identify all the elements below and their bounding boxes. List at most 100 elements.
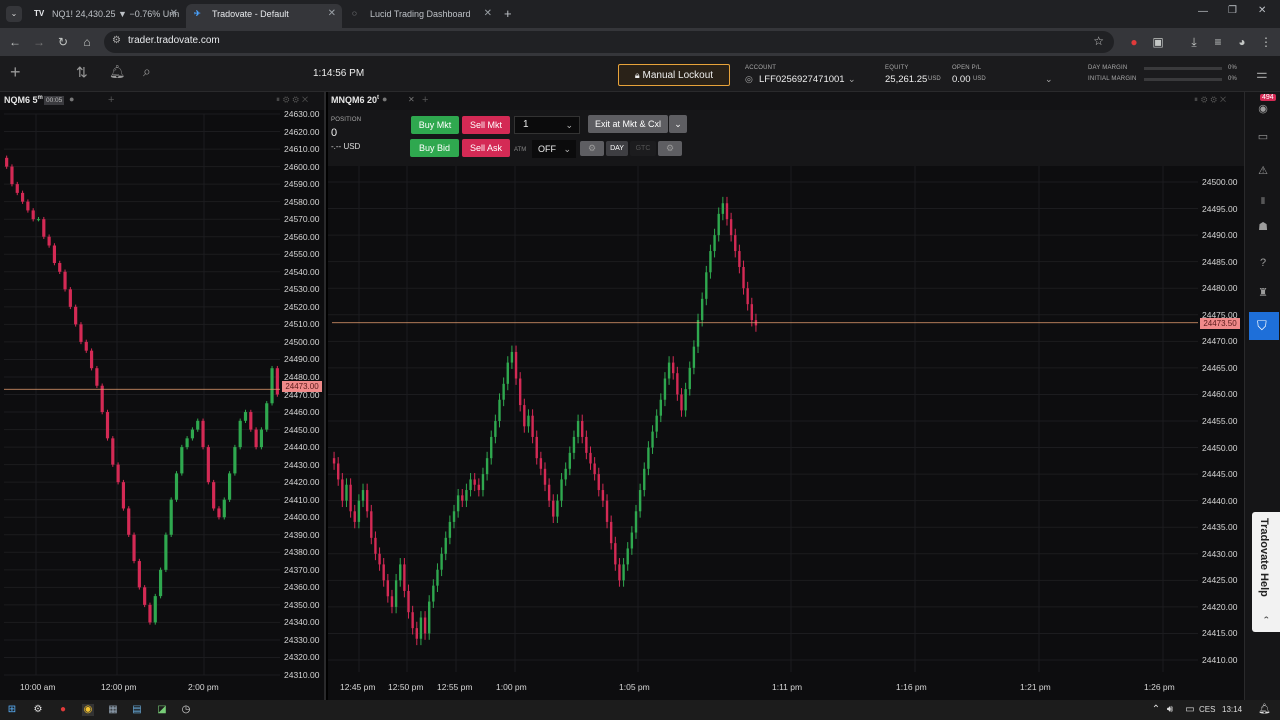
new-tab-button[interactable]: + xyxy=(504,6,512,21)
browser-tab-tradovate[interactable]: ✈ Tradovate - Default ✕ xyxy=(186,4,342,28)
site-info-icon[interactable]: ⚙ xyxy=(112,35,121,46)
forward-icon[interactable]: → xyxy=(33,35,45,49)
volume-icon[interactable]: 🔊︎ xyxy=(1166,704,1174,715)
chrome-icon[interactable]: ◉ xyxy=(82,704,94,716)
notification-bell-icon[interactable]: 🔔︎ xyxy=(1258,704,1271,715)
search-icon[interactable]: ⌕ xyxy=(143,63,151,79)
right-candlestick-chart[interactable] xyxy=(328,92,1244,700)
browser-tab-lucid[interactable]: ◌ Lucid Trading Dashboard ✕ xyxy=(344,4,498,28)
home-icon[interactable]: ⌂ xyxy=(83,35,91,49)
close-window-button[interactable]: ✕ xyxy=(1258,5,1267,16)
chevron-up-icon[interactable]: ⌃ xyxy=(1151,704,1161,715)
left-y-tick-17: 24460.00 xyxy=(284,407,320,418)
chevron-down-icon[interactable]: ⌄ xyxy=(565,120,573,130)
candle-body xyxy=(15,184,19,193)
back-icon[interactable]: ← xyxy=(9,35,21,49)
minimize-window-button[interactable]: — xyxy=(1198,6,1208,17)
taskbar-clock[interactable]: 13:14 xyxy=(1222,705,1243,714)
candle-body xyxy=(581,421,584,437)
left-y-tick-5: 24580.00 xyxy=(284,196,320,207)
bookmark-star-icon[interactable]: ☆ xyxy=(1093,34,1104,48)
candle-body xyxy=(68,289,72,307)
tif-day-toggle[interactable]: DAY xyxy=(606,141,628,156)
atm-settings-button[interactable]: ⚙ xyxy=(580,141,604,156)
add-tab-icon[interactable]: + xyxy=(108,94,115,106)
tab-label: Lucid Trading Dashboard xyxy=(370,9,471,19)
buy-bid-button[interactable]: Buy Bid xyxy=(410,139,459,157)
trophy-icon[interactable]: ♜ xyxy=(1258,287,1268,299)
restore-window-button[interactable]: ❐ xyxy=(1228,5,1237,16)
record-icon[interactable]: ● xyxy=(59,704,67,715)
order-settings-button[interactable]: ⚙ xyxy=(658,141,682,156)
candle-body xyxy=(249,412,253,430)
transfer-arrows-icon[interactable]: ⇅ xyxy=(76,64,88,80)
network-icon[interactable]: ▭ xyxy=(1185,704,1195,715)
left-candlestick-chart[interactable] xyxy=(0,92,326,700)
exit-at-market-cancel-button[interactable]: Exit at Mkt & Cxl xyxy=(588,115,668,133)
atm-strategy-select[interactable]: OFF ⌄ xyxy=(532,140,576,158)
candle-body xyxy=(568,452,572,469)
pane-controls-icon[interactable]: ⏸⚙⚙✕ xyxy=(276,95,312,104)
shield-button[interactable]: ⛉ xyxy=(1249,312,1279,340)
chevron-left-icon[interactable]: ‹ xyxy=(1262,616,1272,619)
pane-controls-icon[interactable]: ⏸⚙⚙✕ xyxy=(1194,95,1230,104)
chevron-down-icon[interactable]: ⌄ xyxy=(563,144,571,154)
candle-body xyxy=(589,452,592,464)
reload-icon[interactable]: ↻ xyxy=(57,35,69,49)
close-icon[interactable]: ✕ xyxy=(483,8,492,19)
candle-body xyxy=(750,304,753,321)
download-icon[interactable]: ⤓ xyxy=(1191,35,1197,49)
url-field[interactable]: ⚙ trader.tradovate.com ☆ xyxy=(104,31,1114,53)
left-chart-symbol[interactable]: NQM6 5m xyxy=(4,95,43,105)
candle-body xyxy=(89,350,94,369)
app-icon[interactable]: ▦ xyxy=(108,704,118,715)
initial-margin-bar xyxy=(1144,78,1222,81)
clock-app-icon[interactable]: ◷ xyxy=(181,704,191,715)
candle-body xyxy=(10,166,14,185)
help-icon[interactable]: ? xyxy=(1259,257,1267,269)
close-tab-icon[interactable]: ✕ xyxy=(408,95,415,104)
candle-body xyxy=(100,385,104,413)
sell-market-button[interactable]: Sell Mkt xyxy=(462,116,510,134)
warning-icon[interactable]: ⚠ xyxy=(1258,165,1268,177)
quantity-input[interactable]: 1 ⌄ xyxy=(514,116,580,134)
buy-market-button[interactable]: Buy Mkt xyxy=(411,116,459,134)
explorer-icon[interactable]: ▤ xyxy=(132,704,142,715)
chevron-down-icon[interactable]: ⌄ xyxy=(1045,74,1053,84)
app-icon[interactable]: ◪ xyxy=(157,704,167,715)
chat-icon[interactable]: ▭ xyxy=(1257,131,1269,143)
right-price-tag: 24473.50 xyxy=(1200,318,1240,329)
close-icon[interactable]: ✕ xyxy=(169,8,178,19)
browser-tab-tradingview[interactable]: TV NQ1! 24,430.25 ▼ −0.76% Unn ✕ xyxy=(26,4,184,28)
exit-options-dropdown[interactable]: ⌄ xyxy=(669,115,687,133)
add-module-icon[interactable]: + xyxy=(10,62,21,82)
browser-menu-icon[interactable]: ⋮ xyxy=(1260,35,1272,49)
sell-ask-button[interactable]: Sell Ask xyxy=(462,139,510,157)
chevron-down-icon[interactable]: ⌄ xyxy=(848,74,856,84)
account-selector[interactable]: LFF0256927471001 xyxy=(759,74,845,85)
settings-icon[interactable]: ⚙ xyxy=(33,704,43,715)
manual-lockout-button[interactable]: 🔒︎ Manual Lockout xyxy=(618,64,730,86)
columns-icon[interactable]: ⦀ xyxy=(1261,196,1265,206)
add-tab-icon[interactable]: + xyxy=(422,94,429,106)
close-icon[interactable]: ✕ xyxy=(327,8,336,19)
right-chart-symbol[interactable]: MNQM6 20t xyxy=(331,95,379,105)
profile-avatar-icon[interactable]: ◕ xyxy=(1238,35,1246,49)
media-icon[interactable]: ≡ xyxy=(1214,35,1222,49)
bell-icon[interactable]: 🔔︎ xyxy=(109,64,126,79)
community-icon[interactable]: ☗ xyxy=(1258,221,1268,233)
windows-start-icon[interactable]: ⊞ xyxy=(7,704,17,715)
tab-search-button[interactable]: ⌄ xyxy=(6,6,22,22)
extensions-puzzle-icon[interactable]: ▣ xyxy=(1152,35,1164,49)
tif-gtc-toggle[interactable]: GTC xyxy=(630,141,656,156)
right-y-tick-13: 24435.00 xyxy=(1202,522,1238,533)
extension-red-icon[interactable]: ● xyxy=(1130,35,1138,49)
keyboard-language[interactable]: CES xyxy=(1199,705,1216,714)
tradovate-help-tab[interactable]: Tradovate Help ‹ xyxy=(1252,512,1280,632)
settings-sliders-icon[interactable]: ⚌ xyxy=(1256,66,1268,81)
tab-label: Tradovate - Default xyxy=(212,9,289,19)
position-label: POSITION xyxy=(331,117,362,123)
candle-body xyxy=(535,436,538,459)
notifications-icon[interactable]: ◉ xyxy=(1258,103,1268,115)
candle-body xyxy=(481,474,485,491)
